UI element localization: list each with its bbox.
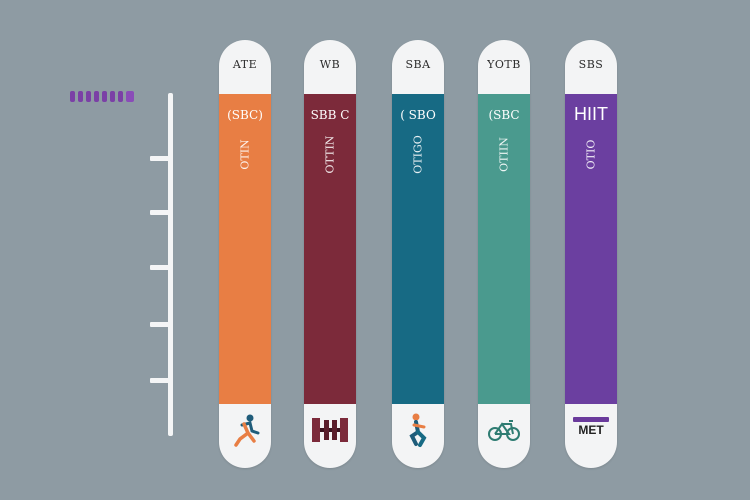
y-axis-tick xyxy=(150,210,172,215)
bar-value-label: HIIT xyxy=(574,104,608,124)
runner-icon xyxy=(219,410,271,450)
bar-pill: YOTB (SBC OTIIN xyxy=(478,40,530,468)
category-label: SBA xyxy=(405,58,431,71)
bar: (SBC OTIIN xyxy=(478,94,530,404)
bar-name-label: OTIN xyxy=(238,139,252,170)
category-label: SBS xyxy=(578,58,604,71)
category-label: ATE xyxy=(232,58,258,71)
category-label: YOTB xyxy=(487,58,521,71)
bottom-label: MET xyxy=(565,410,617,450)
weightlifting-icon xyxy=(304,410,356,450)
bar: ( SBO OTIGO xyxy=(392,94,444,404)
bar-name-label: OTIO xyxy=(584,139,598,170)
y-axis-tick xyxy=(150,265,172,270)
bar-value-label: (SBC) xyxy=(227,108,263,122)
met-marker xyxy=(573,417,609,422)
y-axis-tick xyxy=(150,322,172,327)
bar-pill: WB SBB C OTTIN xyxy=(304,40,356,468)
category-label: WB xyxy=(319,58,341,71)
bicycle-icon xyxy=(478,410,530,450)
bottom-label-text: MET xyxy=(578,423,604,437)
bar: (SBC) OTIN xyxy=(219,94,271,404)
legend-dots xyxy=(70,91,134,102)
bar: SBB C OTTIN xyxy=(304,94,356,404)
squat-icon xyxy=(392,410,444,450)
bar-name-label: OTTIN xyxy=(323,135,337,174)
bar-pill: SBS HIIT OTIO MET xyxy=(565,40,617,468)
bar-pill: SBA ( SBO OTIGO xyxy=(392,40,444,468)
y-axis-tick xyxy=(150,378,172,383)
bar-name-label: OTIIN xyxy=(497,137,511,172)
y-axis-tick xyxy=(150,156,172,161)
bar-pill: ATE (SBC) OTIN xyxy=(219,40,271,468)
bar-name-label: OTIGO xyxy=(411,135,425,174)
bar-value-label: (SBC xyxy=(488,108,520,122)
bar: HIIT OTIO xyxy=(565,94,617,404)
bar-value-label: SBB C xyxy=(310,108,350,122)
bar-value-label: ( SBO xyxy=(400,108,436,122)
y-axis-line xyxy=(168,93,173,436)
